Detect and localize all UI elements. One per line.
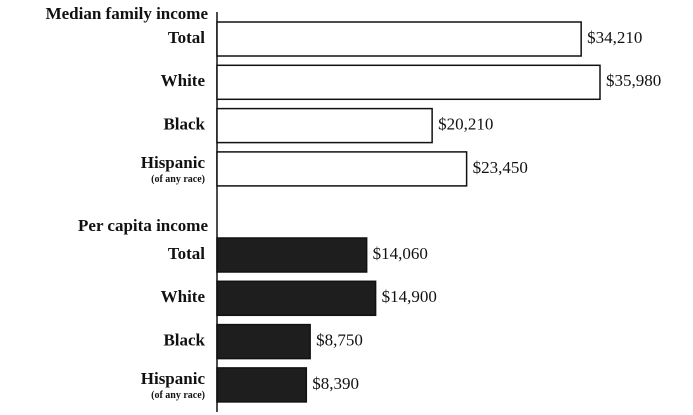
bar [216,323,311,360]
bar [216,64,601,101]
value-label: $8,750 [316,331,363,350]
value-label: $23,450 [473,158,528,177]
category-label: Total [168,28,205,47]
value-label: $34,210 [587,28,642,47]
category-note: (of any race) [151,174,205,185]
bar [216,237,368,273]
category-label: White [161,287,206,306]
category-label: Black [163,115,205,134]
category-label: Hispanic [141,153,206,172]
category-label: Hispanic [141,369,206,388]
bar [216,367,308,403]
category-label: Total [168,244,205,263]
category-note: (of any race) [151,390,205,401]
bar [216,107,433,144]
category-label: Black [163,331,205,350]
group-title: Median family income [46,4,209,23]
group-title: Per capita income [78,216,208,235]
bar [216,151,468,187]
value-label: $14,900 [382,287,437,306]
value-label: $35,980 [606,71,661,90]
value-label: $20,210 [438,115,493,134]
value-label: $14,060 [373,244,428,263]
bar [216,280,377,317]
value-label: $8,390 [312,374,359,393]
category-label: White [161,71,206,90]
bar [216,21,582,57]
